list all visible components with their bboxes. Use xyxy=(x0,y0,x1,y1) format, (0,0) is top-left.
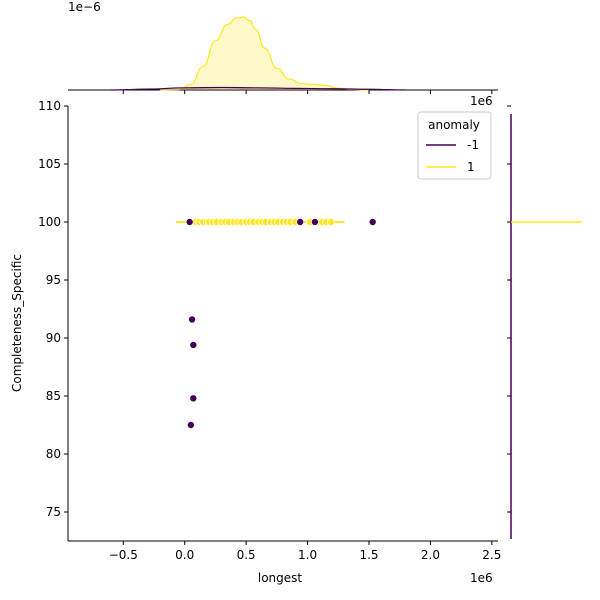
top-marginal-density xyxy=(68,16,498,91)
density-fill-normal xyxy=(160,17,369,90)
legend-title: anomaly xyxy=(428,118,480,132)
y-tick-label: 100 xyxy=(38,215,61,229)
right-marginal-density xyxy=(510,114,582,539)
point-anomaly xyxy=(368,217,377,226)
y-tick-label: 110 xyxy=(38,99,61,113)
point-normal xyxy=(326,217,335,226)
legend: anomaly -1 1 xyxy=(417,111,492,180)
point-anomaly xyxy=(185,217,194,226)
point-anomaly xyxy=(189,340,198,349)
legend-label-normal: 1 xyxy=(467,160,475,174)
y-tick-label: 95 xyxy=(46,273,61,287)
y-tick-label: 75 xyxy=(46,505,61,519)
density-line-anomaly xyxy=(110,86,406,91)
point-anomaly xyxy=(310,217,319,226)
right-offset-label: 1e6 xyxy=(470,94,493,108)
x-tick-label: 1.0 xyxy=(298,548,317,562)
x-tick-label: −0.5 xyxy=(109,548,138,562)
legend-label-anomaly: -1 xyxy=(467,138,479,152)
x-tick-label: 0.0 xyxy=(175,548,194,562)
y-tick-label: 85 xyxy=(46,389,61,403)
x-offset-label: 1e6 xyxy=(470,571,493,585)
x-axis-label: longest xyxy=(258,571,303,585)
x-tick-label: 0.5 xyxy=(237,548,256,562)
y-tick-label: 90 xyxy=(46,331,61,345)
point-anomaly xyxy=(296,217,305,226)
point-anomaly xyxy=(189,394,198,403)
y-axis-label: Completeness_Specific xyxy=(10,254,24,392)
x-tick-label: 2.5 xyxy=(482,548,501,562)
x-tick-label: 2.0 xyxy=(421,548,440,562)
point-anomaly xyxy=(186,420,195,429)
scatter-points xyxy=(176,217,377,429)
main-plot-axes xyxy=(67,106,498,542)
point-anomaly xyxy=(188,315,197,324)
marginal-offset-label: 1e−6 xyxy=(68,0,101,14)
tick-labels: −0.5 0.0 0.5 1.0 1.5 2.0 2.5758085909510010511… xyxy=(38,90,511,562)
density-line-normal xyxy=(160,16,370,91)
y-tick-label: 105 xyxy=(38,157,61,171)
x-tick-label: 1.5 xyxy=(359,548,378,562)
y-tick-label: 80 xyxy=(46,447,61,461)
